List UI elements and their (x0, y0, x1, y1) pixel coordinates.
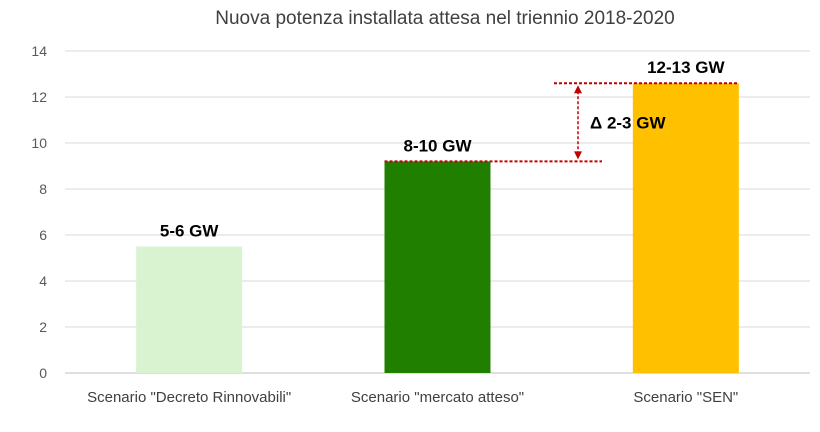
delta-annotation: Δ 2-3 GW (384, 82, 739, 163)
bar (136, 246, 243, 373)
data-label: 5-6 GW (160, 222, 220, 241)
delta-label: Δ 2-3 GW (590, 113, 666, 132)
data-label: 12-13 GW (647, 58, 725, 77)
bar (632, 83, 739, 373)
category-label: Scenario "mercato atteso" (351, 389, 524, 406)
chart-title: Nuova potenza installata attesa nel trie… (215, 8, 675, 29)
y-tick-label: 8 (39, 181, 47, 197)
data-label: 8-10 GW (403, 136, 472, 155)
category-label: Scenario "SEN" (633, 389, 738, 406)
data-labels: 5-6 GW 8-10 GW 12-13 GW (160, 58, 726, 240)
arrow-up-icon (574, 85, 582, 94)
bars (136, 83, 739, 373)
y-tick-label: 4 (39, 273, 47, 289)
y-tick-label: 12 (31, 89, 47, 105)
arrow-down-icon (574, 151, 582, 160)
bar (384, 161, 491, 373)
category-labels: Scenario "Decreto Rinnovabili" Scenario "… (87, 389, 738, 406)
y-tick-label: 14 (31, 43, 47, 59)
y-axis-ticks: 0 2 4 6 8 10 12 14 (31, 43, 47, 381)
y-tick-label: 0 (39, 365, 47, 381)
y-tick-label: 2 (39, 319, 47, 335)
y-tick-label: 10 (31, 135, 47, 151)
y-tick-label: 6 (39, 227, 47, 243)
category-label: Scenario "Decreto Rinnovabili" (87, 389, 291, 406)
